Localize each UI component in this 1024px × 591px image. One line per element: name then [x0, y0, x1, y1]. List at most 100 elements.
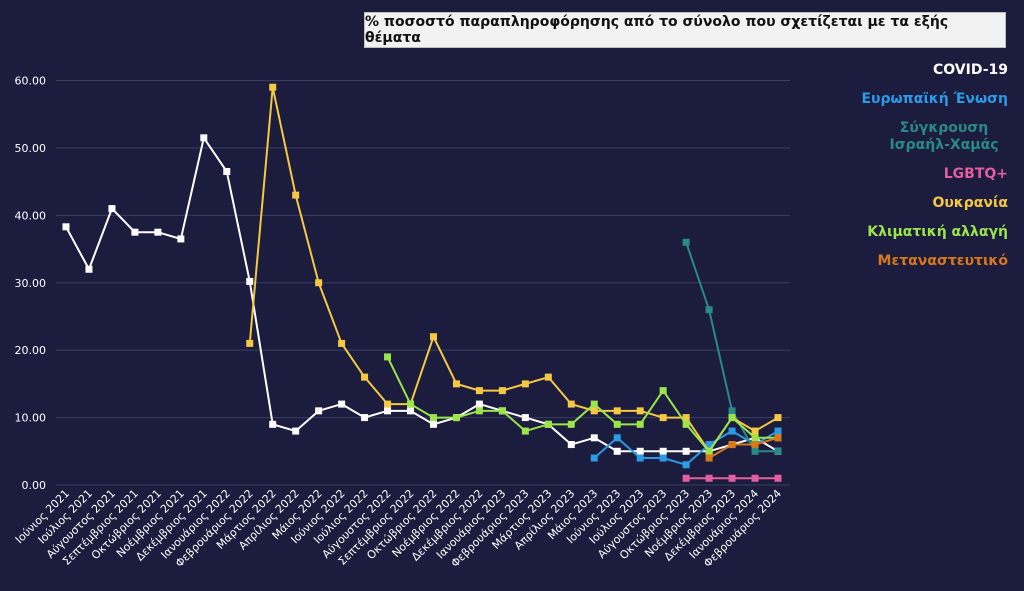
- y-tick-label: 0.00: [22, 479, 47, 492]
- legend-item-ukraine: Ουκρανία: [932, 195, 1008, 211]
- data-point: [774, 414, 782, 422]
- data-point: [200, 134, 208, 142]
- data-point: [751, 447, 759, 455]
- data-point: [475, 407, 483, 415]
- data-point: [567, 400, 575, 408]
- data-point: [544, 373, 552, 381]
- data-point: [521, 427, 529, 435]
- data-point: [682, 447, 690, 455]
- data-point: [659, 454, 667, 462]
- data-point: [659, 387, 667, 395]
- series-line: [65, 135, 779, 453]
- data-point: [682, 420, 690, 428]
- legend-item-lgbtq: LGBTQ+: [943, 166, 1008, 182]
- data-point: [682, 238, 690, 246]
- data-point: [475, 387, 483, 395]
- data-point: [705, 306, 713, 314]
- data-point: [751, 441, 759, 449]
- data-point: [590, 434, 598, 442]
- data-point: [521, 380, 529, 388]
- data-point: [636, 420, 644, 428]
- data-point: [705, 454, 713, 462]
- data-point: [705, 441, 713, 449]
- data-point: [705, 447, 713, 455]
- data-point: [774, 434, 782, 442]
- legend-item-covid: COVID-19: [932, 62, 1008, 78]
- data-point: [452, 414, 460, 422]
- data-point: [108, 205, 116, 213]
- data-point: [246, 339, 254, 347]
- chart-legend: COVID-19 Ευρωπαϊκή Ένωση Σύγκρουση Ισραή…: [840, 62, 1008, 282]
- data-point: [429, 414, 437, 422]
- chart-title-text: % ποσοστό παραπληροφόρησης από το σύνολο…: [365, 14, 949, 46]
- y-tick-label: 50.00: [15, 142, 47, 155]
- data-point: [728, 441, 736, 449]
- data-point: [751, 434, 759, 442]
- data-point: [567, 441, 575, 449]
- data-point: [613, 434, 621, 442]
- data-point: [429, 333, 437, 341]
- data-point: [751, 474, 759, 482]
- data-point: [315, 407, 323, 415]
- data-point: [452, 380, 460, 388]
- data-point: [590, 400, 598, 408]
- data-point: [407, 400, 415, 408]
- data-point: [521, 414, 529, 422]
- data-point: [361, 373, 369, 381]
- data-point: [85, 265, 93, 273]
- series-line: [386, 356, 778, 453]
- data-point: [269, 420, 277, 428]
- data-point: [384, 400, 392, 408]
- data-point: [636, 454, 644, 462]
- data-point: [774, 474, 782, 482]
- data-point: [613, 420, 621, 428]
- data-point: [728, 414, 736, 422]
- series-line: [248, 87, 779, 454]
- data-point: [682, 474, 690, 482]
- data-point: [475, 400, 483, 408]
- data-point: [682, 414, 690, 422]
- series-line: [708, 436, 779, 459]
- data-point: [384, 407, 392, 415]
- data-point: [636, 447, 644, 455]
- data-point: [567, 420, 575, 428]
- data-point: [338, 400, 346, 408]
- y-tick-label: 40.00: [15, 209, 47, 222]
- y-tick-label: 10.00: [15, 412, 47, 425]
- data-point: [544, 420, 552, 428]
- legend-item-eu: Ευρωπαϊκή Ένωση: [861, 91, 1008, 107]
- data-point: [705, 474, 713, 482]
- data-point: [774, 427, 782, 435]
- legend-item-migration: Μεταναστευτικό: [877, 253, 1008, 269]
- y-tick-label: 30.00: [15, 277, 47, 290]
- data-point: [613, 407, 621, 415]
- data-point: [498, 387, 506, 395]
- data-point: [292, 191, 300, 199]
- data-point: [269, 83, 277, 91]
- data-point: [62, 223, 70, 231]
- y-tick-label: 60.00: [15, 75, 47, 88]
- data-point: [361, 414, 369, 422]
- legend-item-israel-hamas: Σύγκρουση Ισραήλ-Χαμάς: [889, 120, 999, 153]
- y-tick-label: 20.00: [15, 344, 47, 357]
- data-point: [751, 427, 759, 435]
- data-point: [223, 168, 231, 176]
- data-point: [177, 235, 185, 243]
- data-point: [590, 407, 598, 415]
- data-point: [728, 407, 736, 415]
- data-point: [613, 447, 621, 455]
- data-point: [246, 277, 254, 285]
- gridlines: [56, 80, 790, 486]
- data-point: [429, 420, 437, 428]
- legend-item-climate: Κλιματική αλλαγή: [867, 224, 1008, 240]
- data-point: [590, 454, 598, 462]
- data-point: [774, 447, 782, 455]
- data-point: [131, 228, 139, 236]
- data-point: [728, 474, 736, 482]
- y-axis-ticks: 0.00 10.00 20.00 30.00 40.00 50.00 60.00: [15, 75, 47, 493]
- chart-title: % ποσοστό παραπληροφόρησης από το σύνολο…: [364, 12, 1006, 48]
- data-point: [315, 279, 323, 287]
- data-point: [728, 427, 736, 435]
